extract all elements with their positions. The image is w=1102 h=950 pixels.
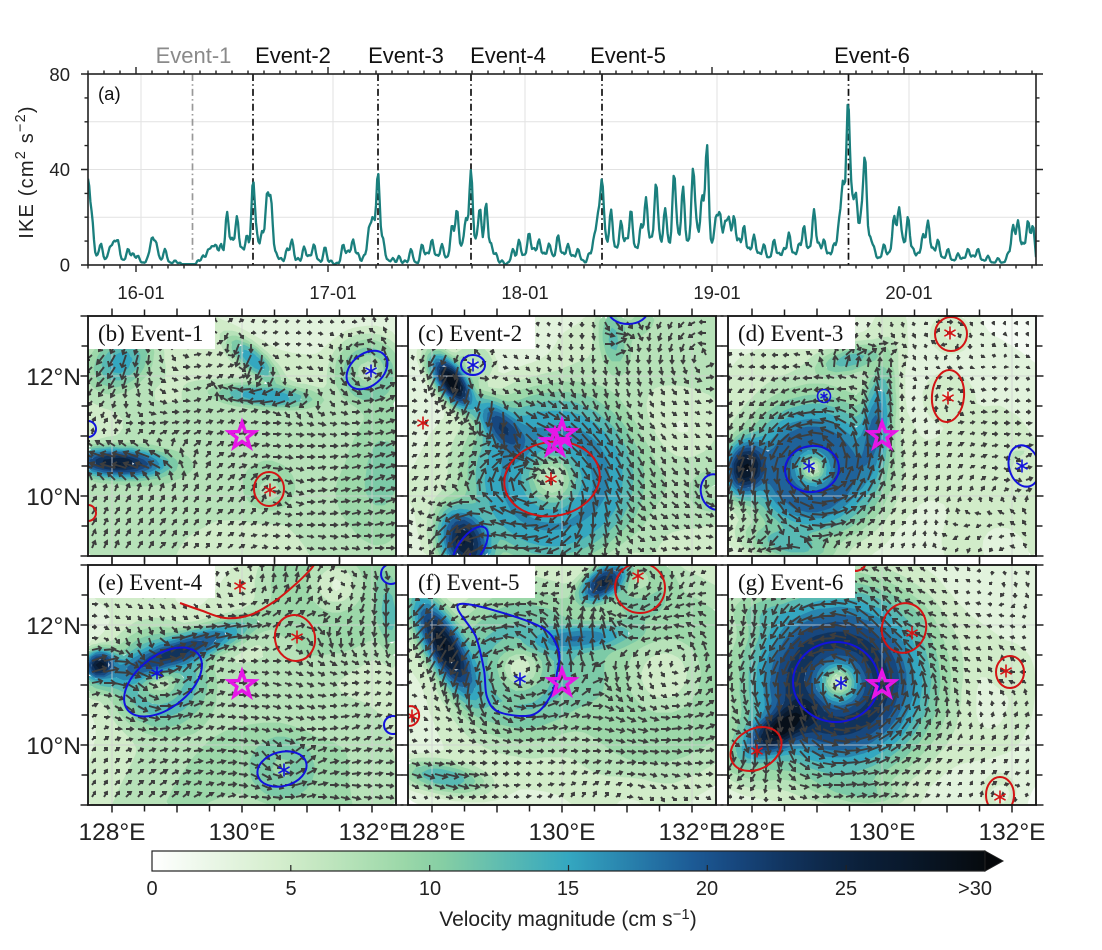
svg-text:132°E: 132°E [978, 819, 1045, 846]
svg-text:12°N: 12°N [26, 613, 81, 640]
svg-text:132°E: 132°E [338, 819, 405, 846]
svg-text:Event-6: Event-6 [834, 43, 910, 68]
svg-text:15: 15 [557, 878, 579, 900]
svg-text:17-01: 17-01 [309, 282, 356, 303]
svg-text:128°E: 128°E [398, 819, 465, 846]
svg-text:130°E: 130°E [528, 819, 595, 846]
svg-text:40: 40 [49, 159, 70, 180]
svg-text:130°E: 130°E [208, 819, 275, 846]
svg-text:10: 10 [419, 878, 441, 900]
svg-text:(b) Event-1: (b) Event-1 [98, 321, 203, 346]
svg-text:10°N: 10°N [26, 733, 81, 760]
svg-text:80: 80 [49, 64, 70, 85]
svg-text:(c) Event-2: (c) Event-2 [418, 321, 522, 346]
svg-text:5: 5 [285, 878, 296, 900]
svg-text:20: 20 [696, 878, 718, 900]
svg-text:20-01: 20-01 [885, 282, 932, 303]
svg-text:(a): (a) [98, 83, 121, 104]
svg-text:Event-5: Event-5 [590, 43, 666, 68]
svg-text:(g) Event-6: (g) Event-6 [738, 570, 843, 595]
svg-text:16-01: 16-01 [117, 282, 164, 303]
svg-text:Velocity magnitude (cm s−1): Velocity magnitude (cm s−1) [439, 906, 697, 931]
svg-text:0: 0 [60, 255, 70, 276]
svg-text:12°N: 12°N [26, 364, 81, 391]
svg-text:(f) Event-5: (f) Event-5 [418, 570, 520, 595]
svg-text:18-01: 18-01 [501, 282, 548, 303]
svg-text:19-01: 19-01 [693, 282, 740, 303]
svg-text:25: 25 [835, 878, 857, 900]
svg-text:Event-4: Event-4 [470, 43, 546, 68]
svg-text:128°E: 128°E [718, 819, 785, 846]
svg-text:0: 0 [146, 878, 157, 900]
svg-text:132°E: 132°E [658, 819, 725, 846]
svg-text:Event-1: Event-1 [156, 43, 232, 68]
svg-text:130°E: 130°E [848, 819, 915, 846]
svg-text:128°E: 128°E [78, 819, 145, 846]
svg-text:10°N: 10°N [26, 484, 81, 511]
svg-text:Event-2: Event-2 [255, 43, 331, 68]
svg-text:>30: >30 [958, 878, 992, 900]
svg-text:(e) Event-4: (e) Event-4 [98, 570, 203, 595]
svg-text:(d) Event-3: (d) Event-3 [738, 321, 843, 346]
svg-text:Event-3: Event-3 [368, 43, 444, 68]
